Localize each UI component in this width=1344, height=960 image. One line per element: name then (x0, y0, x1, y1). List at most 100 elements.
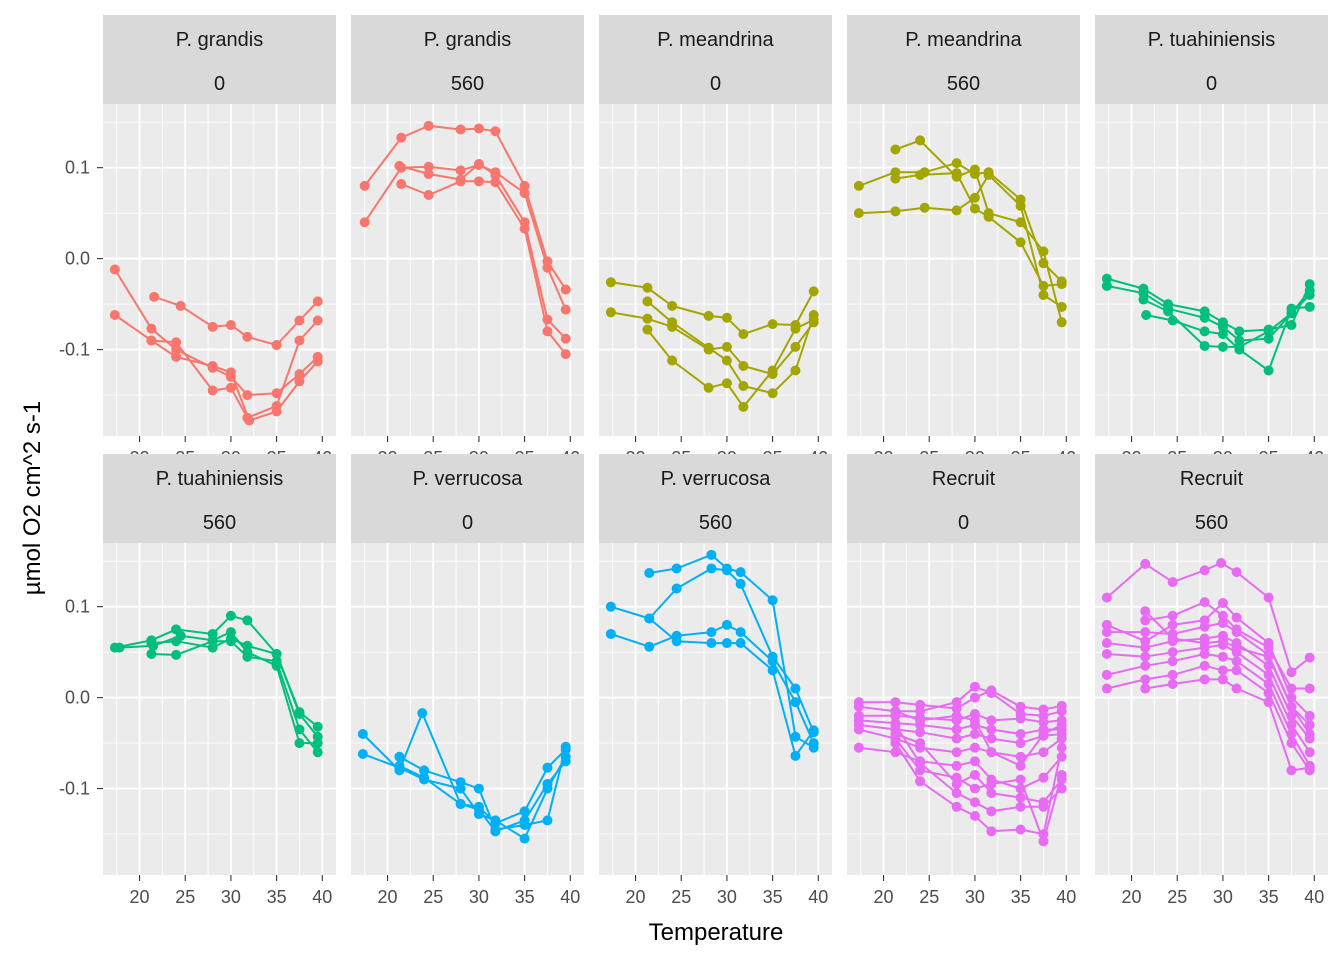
x-tick-label: 35 (763, 887, 783, 907)
data-point (1263, 688, 1274, 699)
data-point (890, 706, 901, 717)
data-point (1056, 742, 1067, 753)
data-point (114, 642, 125, 653)
x-tick-label: 20 (130, 887, 150, 907)
data-point (1038, 246, 1049, 257)
series-line (1145, 305, 1310, 372)
data-point (175, 300, 186, 311)
facet-panel: P. verrucosa 0 20 25 30 35 40 (351, 454, 584, 907)
data-point (1199, 674, 1210, 685)
x-tick-label: 30 (1213, 887, 1233, 907)
data-point (1231, 642, 1242, 653)
facet-panel: P. tuahiniensis 560 20 25 30 35 40 -0.1 0.0 0.1 (59, 454, 336, 907)
x-tick-label: 30 (469, 887, 489, 907)
data-point (667, 355, 678, 366)
data-point (1217, 329, 1228, 340)
data-point (394, 760, 405, 771)
data-point (790, 323, 801, 334)
data-point (109, 264, 120, 275)
data-point (542, 779, 553, 790)
data-point (1015, 729, 1026, 740)
data-point (735, 627, 746, 638)
strip-species-label: Recruit (1180, 468, 1244, 490)
strip-species-label: P. grandis (424, 29, 511, 51)
data-point (455, 124, 466, 135)
data-point (1263, 678, 1274, 689)
data-point (671, 636, 682, 647)
data-point (1263, 642, 1274, 653)
data-point (560, 304, 571, 315)
data-point (490, 126, 501, 137)
data-point (969, 729, 980, 740)
data-point (1167, 577, 1178, 588)
data-point (1015, 801, 1026, 812)
data-point (1015, 751, 1026, 762)
x-tick-label: 25 (671, 887, 691, 907)
data-point (951, 205, 962, 216)
strip-light-label: 560 (203, 512, 236, 534)
data-point (853, 208, 864, 219)
data-point (890, 144, 901, 155)
data-point (890, 173, 901, 184)
data-point (1231, 612, 1242, 623)
data-point (767, 388, 778, 399)
data-point (1140, 674, 1151, 685)
facet-panel: Recruit 0 20 25 30 35 40 (847, 454, 1080, 907)
data-point (1056, 317, 1067, 328)
data-point (969, 797, 980, 808)
data-point (519, 806, 530, 817)
data-point (1056, 719, 1067, 730)
panel-background (599, 543, 832, 875)
data-point (853, 180, 864, 191)
data-point (1101, 619, 1112, 630)
facet-strip (847, 454, 1080, 543)
y-axis-title: µmol O2 cm^2 s-1 (19, 401, 46, 595)
data-point (519, 815, 530, 826)
data-point (312, 296, 323, 307)
data-point (271, 400, 282, 411)
data-point (986, 788, 997, 799)
data-point (1199, 326, 1210, 337)
data-point (721, 341, 732, 352)
data-point (560, 741, 571, 752)
data-point (969, 769, 980, 780)
x-tick-label: 35 (1011, 887, 1031, 907)
data-point (1140, 627, 1151, 638)
data-point (1015, 824, 1026, 835)
data-point (1167, 647, 1178, 658)
data-point (642, 313, 653, 324)
data-point (951, 724, 962, 735)
data-point (542, 762, 553, 773)
data-point (1263, 333, 1274, 344)
data-point (721, 638, 732, 649)
data-point (605, 307, 616, 318)
data-point (1140, 558, 1151, 569)
series-line (646, 318, 815, 408)
data-point (703, 310, 714, 321)
data-point (1263, 669, 1274, 680)
data-point (396, 132, 407, 143)
facet-panel: P. tuahiniensis02025303540 (1095, 15, 1328, 468)
data-point (473, 804, 484, 815)
series-line (398, 760, 567, 833)
strip-light-label: 560 (1195, 512, 1228, 534)
x-tick-label: 20 (1122, 887, 1142, 907)
data-point (890, 697, 901, 708)
data-point (969, 692, 980, 703)
data-point (1138, 294, 1149, 305)
data-point (1167, 633, 1178, 644)
data-point (1038, 280, 1049, 291)
data-point (1217, 598, 1228, 609)
data-point (767, 656, 778, 667)
facet-strip (1095, 454, 1328, 543)
data-point (1199, 565, 1210, 576)
series-line (895, 172, 1062, 287)
data-point (312, 731, 323, 742)
data-point (969, 164, 980, 175)
y-tick-label: 0.0 (65, 688, 90, 708)
x-tick-label: 25 (1167, 887, 1187, 907)
data-point (1217, 321, 1228, 332)
data-point (986, 806, 997, 817)
data-point (271, 388, 282, 399)
y-tick-label: -0.1 (59, 340, 90, 360)
